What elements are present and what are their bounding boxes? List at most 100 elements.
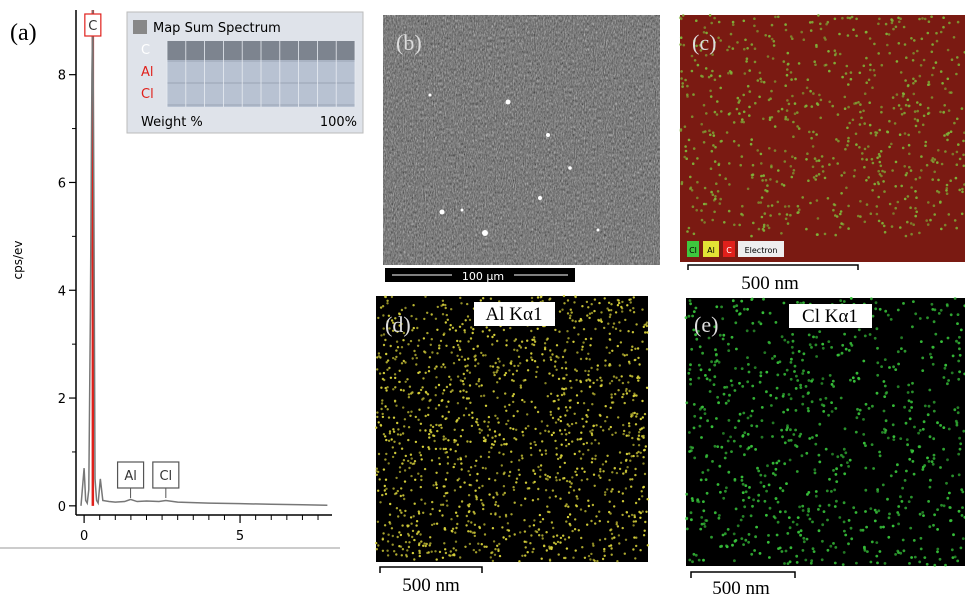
map-dot: [638, 363, 641, 366]
map-dot: [601, 463, 605, 466]
map-dot: [769, 178, 772, 181]
map-dot: [870, 157, 874, 161]
map-dot: [454, 439, 458, 442]
map-dot: [606, 488, 609, 491]
map-dot: [783, 205, 787, 208]
map-dot: [844, 533, 848, 537]
map-dot: [590, 303, 593, 306]
map-dot: [690, 54, 694, 58]
map-dot: [782, 184, 786, 187]
map-dot: [409, 516, 413, 519]
map-dot: [409, 453, 413, 456]
map-dot: [524, 346, 527, 350]
map-dot: [548, 496, 551, 499]
map-dot: [644, 331, 647, 334]
map-dot: [387, 439, 391, 442]
map-dot: [613, 467, 616, 470]
map-dot: [411, 391, 414, 394]
map-dot: [960, 488, 964, 491]
map-dot: [490, 551, 493, 555]
map-dot: [464, 407, 468, 410]
map-dot: [956, 559, 960, 563]
map-dot: [826, 518, 829, 522]
map-dot: [408, 541, 411, 544]
map-dot: [882, 525, 885, 529]
map-dot: [813, 471, 817, 475]
map-dot: [680, 17, 683, 21]
map-dot: [395, 355, 398, 359]
map-dot: [502, 485, 506, 488]
map-dot: [799, 386, 803, 389]
map-dot: [398, 466, 402, 469]
map-dot: [559, 456, 562, 459]
map-dot: [838, 516, 842, 519]
map-dot: [636, 454, 639, 458]
map-dot: [512, 427, 515, 431]
map-dot: [586, 523, 589, 526]
map-dot: [700, 122, 703, 126]
map-dot: [807, 179, 810, 182]
map-dot: [442, 435, 445, 438]
map-dot: [582, 402, 586, 405]
map-dot: [380, 386, 383, 389]
map-dot: [916, 119, 920, 123]
map-dot: [741, 434, 745, 438]
map-dot: [563, 377, 566, 380]
map-dot: [598, 510, 601, 513]
map-dot: [619, 329, 622, 332]
map-dot: [584, 337, 588, 341]
map-dot: [604, 359, 607, 362]
map-dot: [848, 458, 852, 462]
map-dot: [842, 447, 846, 451]
map-dot: [410, 489, 413, 492]
map-dot: [912, 52, 915, 55]
map-dot: [566, 312, 570, 315]
map-dot: [539, 464, 543, 467]
map-dot: [386, 299, 389, 302]
map-dot: [611, 537, 614, 540]
map-dot: [391, 534, 394, 538]
map-dot: [830, 401, 833, 404]
panel-label: (c): [692, 30, 716, 55]
map-dot: [921, 369, 925, 372]
map-dot: [830, 383, 834, 386]
map-dot: [388, 327, 391, 330]
map-dot: [435, 486, 439, 490]
map-dot: [488, 493, 491, 496]
map-dot: [799, 383, 802, 387]
map-dot: [801, 395, 805, 398]
map-dot: [894, 368, 898, 371]
map-dot: [630, 348, 633, 352]
map-dot: [594, 522, 597, 525]
map-dot: [836, 113, 840, 116]
map-dot: [957, 509, 961, 513]
map-dot: [428, 433, 431, 436]
map-dot: [625, 353, 629, 357]
map-dot: [915, 196, 918, 199]
map-dot: [446, 462, 450, 465]
map-dot: [559, 536, 563, 540]
map-dot: [560, 454, 563, 457]
map-dot: [492, 496, 495, 499]
map-dot: [466, 364, 469, 367]
map-dot: [955, 163, 959, 166]
map-dot: [714, 145, 717, 149]
map-dot: [693, 39, 696, 42]
map-dot: [760, 196, 764, 199]
inset-row-label: Al: [141, 65, 154, 80]
map-dot: [955, 423, 959, 427]
map-dot: [920, 155, 923, 158]
map-dot: [436, 352, 439, 355]
map-dot: [591, 403, 594, 406]
map-dot: [488, 329, 491, 332]
map-dot: [634, 473, 637, 477]
map-dot: [928, 435, 932, 439]
map-dot: [911, 381, 914, 385]
map-dot: [401, 432, 405, 435]
map-dot: [500, 443, 503, 447]
map-dot: [824, 38, 827, 41]
scale-bar: [687, 264, 859, 270]
map-dot: [713, 110, 717, 114]
map-dot: [414, 415, 417, 419]
